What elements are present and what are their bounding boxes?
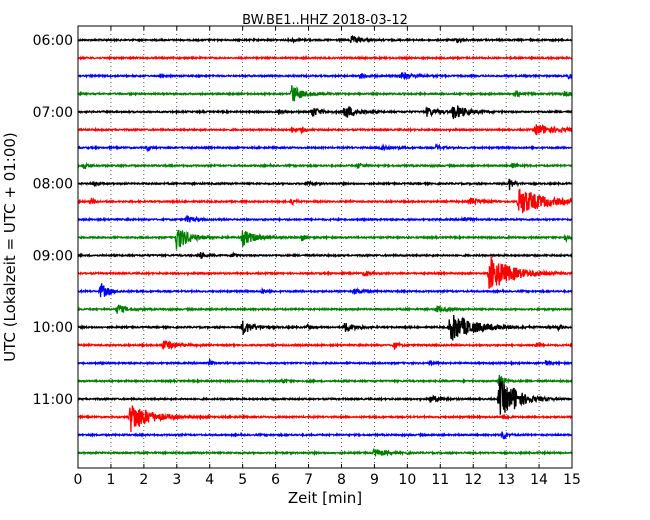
seismogram-trace xyxy=(77,105,573,120)
seismogram-trace xyxy=(77,85,573,102)
plot-frame xyxy=(77,25,573,469)
x-tick-label: 11 xyxy=(431,472,449,488)
x-tick-label: 6 xyxy=(271,472,280,488)
y-ticks: 06:00 07:00 08:00 09:00 10:00 11:00 xyxy=(33,33,572,408)
x-tick-label: 12 xyxy=(464,472,482,488)
seismogram-trace xyxy=(77,431,573,440)
seismogram-trace xyxy=(77,256,573,289)
y-tick-label: 08:00 xyxy=(33,177,73,193)
y-tick-label: 07:00 xyxy=(33,105,73,121)
x-tick-label: 0 xyxy=(74,472,83,488)
seismogram-trace xyxy=(77,447,573,457)
seismogram-trace xyxy=(77,251,573,259)
x-tick-label: 13 xyxy=(497,472,515,488)
seismogram-trace xyxy=(77,374,573,387)
y-tick-label: 09:00 xyxy=(33,248,73,264)
plot-background xyxy=(78,26,572,468)
x-tick-label: 10 xyxy=(398,472,416,488)
x-ticks: 0 1 2 3 4 5 6 7 8 9 10 11 12 13 14 15 xyxy=(74,26,581,488)
x-tick-label: 5 xyxy=(238,472,247,488)
x-tick-label: 3 xyxy=(172,472,181,488)
seismogram-trace xyxy=(77,143,573,153)
traces-group xyxy=(77,34,573,457)
x-tick-label: 14 xyxy=(530,472,548,488)
seismogram-trace xyxy=(77,161,573,170)
seismogram-trace xyxy=(77,358,573,367)
x-tick-label: 9 xyxy=(370,472,379,488)
chart-title: BW.BE1..HHZ 2018-03-12 xyxy=(242,13,408,28)
y-tick-label: 11:00 xyxy=(33,392,73,408)
seismogram-trace xyxy=(77,304,573,314)
seismogram-trace xyxy=(77,229,573,250)
x-tick-label: 1 xyxy=(106,472,115,488)
seismogram-trace xyxy=(77,283,573,298)
seismogram-trace xyxy=(77,71,573,81)
x-tick-label: 7 xyxy=(304,472,313,488)
seismogram-trace xyxy=(77,315,573,341)
seismogram-trace xyxy=(77,215,573,223)
y-tick-label: 10:00 xyxy=(33,320,73,336)
seismogram-trace xyxy=(77,54,573,62)
seismogram-trace xyxy=(77,178,573,191)
seismogram-trace xyxy=(77,340,573,351)
x-axis-title: Zeit [min] xyxy=(288,489,362,507)
seismogram-trace xyxy=(77,188,573,214)
seismogram-trace xyxy=(77,379,573,415)
seismogram-trace xyxy=(77,34,573,45)
y-tick-label: 06:00 xyxy=(33,33,73,49)
x-tick-label: 15 xyxy=(563,472,581,488)
x-tick-label: 4 xyxy=(205,472,214,488)
x-tick-label: 2 xyxy=(139,472,148,488)
seismogram-trace xyxy=(77,405,573,433)
y-axis-title: UTC (Lokalzeit = UTC + 01:00) xyxy=(1,132,19,362)
x-tick-label: 8 xyxy=(337,472,346,488)
seismogram-trace xyxy=(77,123,573,136)
